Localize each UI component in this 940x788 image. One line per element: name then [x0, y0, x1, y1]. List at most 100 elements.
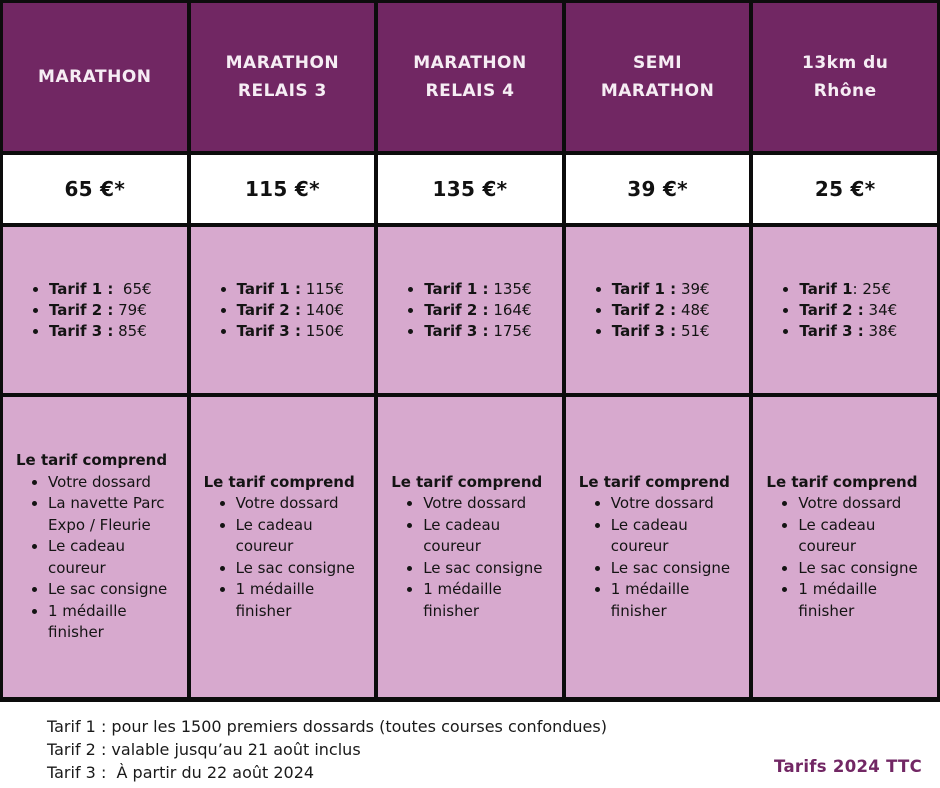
- tariff-value: 175€: [488, 321, 532, 340]
- tariff-list-cell: Tarif 1 : 39€ Tarif 2 : 48€ Tarif 3 : 51…: [565, 227, 750, 393]
- tariff-item: Tarif 1 : 135€: [424, 279, 531, 300]
- price-cell: 25 €*: [753, 155, 937, 223]
- price-cell: 135 €*: [378, 155, 562, 223]
- include-item: Votre dossard: [48, 472, 183, 494]
- tariff-item: Tarif 1: 25€: [799, 279, 897, 300]
- includes-cell: Le tarif comprend Votre dossard Le cadea…: [753, 397, 937, 697]
- tariff-value: 164€: [488, 300, 532, 319]
- race-name-line2: RELAIS 4: [425, 81, 515, 101]
- tariff-item: Tarif 2 : 79€: [49, 300, 152, 321]
- race-name-line2: MARATHON: [600, 81, 715, 101]
- include-item: Le sac consigne: [236, 558, 371, 580]
- price-value: 25 €*: [814, 177, 876, 201]
- include-item: Le sac consigne: [798, 558, 933, 580]
- includes-title: Le tarif comprend: [766, 472, 918, 491]
- tariff-value: 34€: [863, 300, 898, 319]
- tariff-value: 135€: [488, 279, 532, 298]
- includes-cell: Le tarif comprend Votre dossard Le cadea…: [565, 397, 750, 697]
- race-header-semi: SEMI MARATHON: [565, 3, 750, 151]
- price-cell: 65 €*: [3, 155, 187, 223]
- race-name: MARATHON: [225, 53, 340, 73]
- include-item: 1 médaille finisher: [48, 601, 183, 644]
- tariff-list-cell: Tarif 1 : 135€ Tarif 2 : 164€ Tarif 3 : …: [378, 227, 562, 393]
- tariff-label: Tarif 3 :: [49, 321, 114, 340]
- tariff-label: Tarif 1 :: [424, 279, 489, 298]
- race-header-relais4: MARATHON RELAIS 4: [378, 3, 562, 151]
- tariff-label: Tarif 2 :: [424, 300, 489, 319]
- footnotes-area: Tarif 1 : pour les 1500 premiers dossard…: [0, 702, 940, 788]
- include-item: 1 médaille finisher: [236, 579, 371, 622]
- tariff-value: 115€: [300, 279, 344, 298]
- include-item: Le cadeau coureur: [798, 515, 933, 558]
- include-item: 1 médaille finisher: [423, 579, 558, 622]
- include-item: Le sac consigne: [48, 579, 183, 601]
- tariff-value: : 25€: [852, 279, 891, 298]
- footnote-tarif3: Tarif 3 : À partir du 22 août 2024: [47, 763, 315, 782]
- include-item: Votre dossard: [611, 493, 746, 515]
- tariff-value: 79€: [113, 300, 147, 319]
- tariff-item: Tarif 2 : 164€: [424, 300, 531, 321]
- tariff-value: 140€: [300, 300, 344, 319]
- tariff-item: Tarif 3 : 175€: [424, 321, 531, 342]
- tariff-value: 65€: [113, 279, 152, 298]
- tariff-label: Tarif 2 :: [49, 300, 114, 319]
- tariff-value: 150€: [300, 321, 344, 340]
- race-name: 13km du: [802, 53, 889, 73]
- pricing-table: MARATHON 65 €* Tarif 1 : 65€ Tarif 2 : 7…: [0, 0, 940, 702]
- tarifs-ttc-label: Tarifs 2024 TTC: [774, 757, 922, 776]
- include-item: Le cadeau coureur: [48, 536, 183, 579]
- include-item: Votre dossard: [236, 493, 371, 515]
- tariff-item: Tarif 3 : 38€: [799, 321, 897, 342]
- includes-cell: Le tarif comprend Votre dossard Le cadea…: [190, 397, 375, 697]
- price-value: 65 €*: [64, 177, 126, 201]
- tariff-label: Tarif 2 :: [611, 300, 677, 319]
- price-value: 115 €*: [244, 177, 320, 201]
- includes-title: Le tarif comprend: [16, 451, 168, 470]
- tariff-value: 85€: [113, 321, 147, 340]
- include-item: Le cadeau coureur: [611, 515, 746, 558]
- race-header-13km: 13km du Rhône: [753, 3, 937, 151]
- tariff-item: Tarif 2 : 140€: [237, 300, 344, 321]
- include-item: La navette Parc Expo / Fleurie: [48, 493, 183, 536]
- tariff-label: Tarif 3 :: [611, 321, 677, 340]
- race-name: MARATHON: [38, 67, 152, 87]
- tariff-list-cell: Tarif 1 : 65€ Tarif 2 : 79€ Tarif 3 : 85…: [3, 227, 187, 393]
- tariff-value: 48€: [676, 300, 710, 319]
- footnote-tarif2: Tarif 2 : valable jusqu’au 21 août inclu…: [47, 740, 361, 759]
- race-name-line2: RELAIS 3: [237, 81, 327, 101]
- tariff-item: Tarif 3 : 51€: [612, 321, 710, 342]
- tariff-label: Tarif 3 :: [236, 321, 301, 340]
- include-item: Le sac consigne: [611, 558, 746, 580]
- tariff-item: Tarif 3 : 85€: [49, 321, 152, 342]
- includes-title: Le tarif comprend: [203, 472, 355, 491]
- tariff-label: Tarif 1 :: [611, 279, 677, 298]
- race-name-line2: Rhône: [813, 81, 877, 101]
- include-item: Le sac consigne: [423, 558, 558, 580]
- includes-title: Le tarif comprend: [391, 472, 543, 491]
- price-value: 39 €*: [627, 177, 688, 201]
- tariff-label: Tarif 1 :: [49, 279, 114, 298]
- tariff-value: 51€: [676, 321, 710, 340]
- include-item: 1 médaille finisher: [611, 579, 746, 622]
- tariff-item: Tarif 2 : 48€: [612, 300, 710, 321]
- tariff-label: Tarif 2 :: [799, 300, 864, 319]
- race-name: SEMI: [633, 53, 683, 73]
- tariff-label: Tarif 3 :: [799, 321, 864, 340]
- include-item: 1 médaille finisher: [798, 579, 933, 622]
- includes-title: Le tarif comprend: [578, 472, 730, 491]
- price-cell: 39 €*: [565, 155, 750, 223]
- race-header-relais3: MARATHON RELAIS 3: [190, 3, 375, 151]
- tariff-label: Tarif 3 :: [424, 321, 489, 340]
- tariff-label: Tarif 1: [799, 279, 853, 298]
- race-header-marathon: MARATHON: [3, 3, 187, 151]
- tariff-value: 38€: [863, 321, 898, 340]
- price-value: 135 €*: [432, 177, 508, 201]
- tariff-item: Tarif 3 : 150€: [237, 321, 344, 342]
- tariff-item: Tarif 1 : 39€: [612, 279, 710, 300]
- footnote-tarif1: Tarif 1 : pour les 1500 premiers dossard…: [47, 717, 607, 736]
- tariff-label: Tarif 2 :: [236, 300, 301, 319]
- tariff-item: Tarif 1 : 65€: [49, 279, 152, 300]
- include-item: Le cadeau coureur: [423, 515, 558, 558]
- tariff-value: 39€: [676, 279, 710, 298]
- include-item: Le cadeau coureur: [236, 515, 371, 558]
